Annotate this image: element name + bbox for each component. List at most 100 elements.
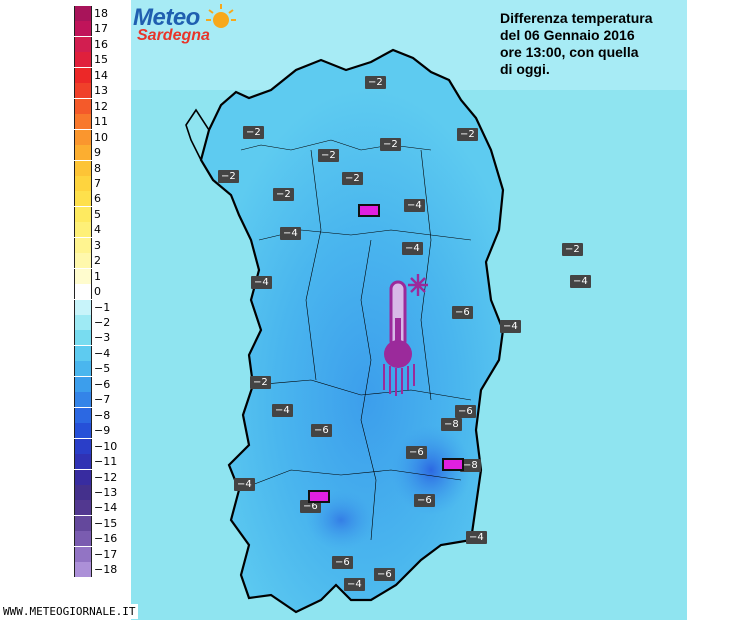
legend-label: 9 <box>94 146 101 160</box>
legend-label: −5 <box>94 362 111 376</box>
site-footer: WWW.METEOGIORNALE.IT <box>0 604 139 619</box>
map-caption: Differenza temperatura del 06 Gennaio 20… <box>500 10 690 78</box>
value-label: −6 <box>452 306 473 319</box>
logo-line2: Sardegna <box>137 27 210 44</box>
legend-swatch <box>74 114 92 130</box>
legend-label: 8 <box>94 161 101 175</box>
value-label: −2 <box>457 128 478 141</box>
legend-label: −14 <box>94 501 118 515</box>
thermometer-icon <box>383 274 428 396</box>
legend-entry: −17 <box>72 546 124 562</box>
legend-swatch <box>74 469 92 485</box>
caption-line: ore 13:00, con quella <box>500 44 639 60</box>
legend-entry: −1 <box>72 299 124 315</box>
legend-entry: 5 <box>72 206 124 222</box>
legend-swatch <box>74 268 92 284</box>
value-label: −6 <box>455 405 476 418</box>
legend-entry: 10 <box>72 129 124 145</box>
legend-entry: 15 <box>72 52 124 68</box>
value-label: −6 <box>374 568 395 581</box>
legend-swatch <box>74 376 92 392</box>
legend-entry: 17 <box>72 21 124 37</box>
temperature-legend: 18 17 16 15 14 13 12 11 10 9 8 7 6 5 4 3 2 1 0 −1 −2 −3 −4 −5 −6… <box>72 6 124 586</box>
legend-label: 16 <box>94 37 108 51</box>
legend-label: −7 <box>94 393 111 407</box>
legend-entry: −15 <box>72 515 124 531</box>
legend-label: −1 <box>94 300 111 314</box>
sardinia-map <box>131 0 687 620</box>
legend-label: 7 <box>94 176 101 190</box>
legend-entry: 12 <box>72 98 124 114</box>
legend-entry: 0 <box>72 284 124 300</box>
legend-label: −2 <box>94 316 111 329</box>
legend-swatch <box>74 191 92 207</box>
legend-label: −11 <box>94 455 118 469</box>
legend-label: 5 <box>94 207 101 221</box>
legend-swatch <box>74 562 92 578</box>
legend-entry: 2 <box>72 253 124 269</box>
legend-entry: −4 <box>72 345 124 361</box>
legend-swatch <box>74 345 92 361</box>
legend-swatch <box>74 98 92 114</box>
value-label: −2 <box>243 126 264 139</box>
legend-entry: −2 <box>72 315 124 330</box>
caption-line: di oggi. <box>500 61 550 77</box>
legend-label: 6 <box>94 192 101 206</box>
legend-swatch <box>74 361 92 377</box>
map-canvas <box>131 0 687 620</box>
legend-entry: −3 <box>72 330 124 346</box>
sun-icon <box>206 4 236 28</box>
legend-entry: 4 <box>72 222 124 238</box>
caption-line: del 06 Gennaio 2016 <box>500 27 635 43</box>
meteo-sardegna-logo: Meteo Sardegna <box>133 2 243 50</box>
legend-swatch <box>74 531 92 547</box>
legend-entry: 16 <box>72 36 124 52</box>
legend-label: −8 <box>94 408 111 422</box>
legend-entry: −11 <box>72 454 124 470</box>
legend-label: 18 <box>94 7 108 20</box>
legend-swatch <box>74 546 92 562</box>
legend-entry: −10 <box>72 438 124 454</box>
value-label: −2 <box>365 76 386 89</box>
legend-entry: 13 <box>72 83 124 99</box>
legend-entry: 7 <box>72 175 124 191</box>
legend-swatch <box>74 284 92 300</box>
legend-label: −10 <box>94 439 118 453</box>
legend-label: −18 <box>94 563 118 577</box>
legend-swatch <box>74 206 92 222</box>
logo-line1: Meteo <box>133 4 200 31</box>
value-label: −8 <box>441 418 462 431</box>
min-marker <box>308 490 330 503</box>
value-label: −4 <box>402 242 423 255</box>
legend-label: 15 <box>94 53 108 67</box>
legend-swatch <box>74 484 92 500</box>
value-label: −4 <box>500 320 521 333</box>
legend-entry: −9 <box>72 423 124 439</box>
legend-label: −4 <box>94 346 111 360</box>
value-label: −4 <box>404 199 425 212</box>
legend-label: −13 <box>94 485 118 499</box>
legend-label: 1 <box>94 269 101 283</box>
legend-swatch <box>74 36 92 52</box>
value-label: −2 <box>380 138 401 151</box>
legend-entry: −5 <box>72 361 124 377</box>
legend-label: −17 <box>94 547 118 561</box>
legend-entry: −18 <box>72 562 124 578</box>
legend-swatch <box>74 454 92 470</box>
legend-entry: 18 <box>72 6 124 21</box>
value-label: −2 <box>273 188 294 201</box>
legend-swatch <box>74 52 92 68</box>
legend-swatch <box>74 237 92 253</box>
legend-swatch <box>74 175 92 191</box>
legend-label: −3 <box>94 331 111 345</box>
value-label: −2 <box>218 170 239 183</box>
legend-swatch <box>74 438 92 454</box>
legend-swatch <box>74 407 92 423</box>
value-label: −4 <box>251 276 272 289</box>
legend-label: 0 <box>94 285 101 299</box>
legend-entry: −14 <box>72 500 124 516</box>
value-label: −2 <box>250 376 271 389</box>
value-label: −2 <box>318 149 339 162</box>
legend-label: 12 <box>94 99 108 113</box>
legend-entry: −8 <box>72 407 124 423</box>
